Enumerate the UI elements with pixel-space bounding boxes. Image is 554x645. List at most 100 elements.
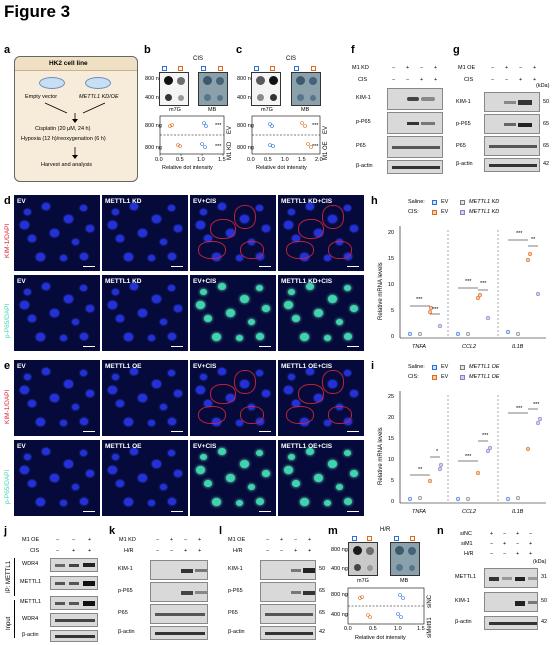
nucleus-mark [64, 380, 73, 388]
scale-bar [259, 430, 271, 432]
nucleus-mark [80, 498, 88, 505]
nucleus-mark [160, 239, 167, 245]
nucleus-mark [248, 404, 255, 410]
micrograph-label: EV [17, 278, 26, 285]
band-label: P65 [228, 610, 238, 616]
micrograph-cell: EV [14, 360, 100, 436]
nucleus-mark [314, 309, 323, 317]
nucleus-mark [72, 404, 79, 410]
sign: + [88, 537, 92, 543]
il1b-points [505, 416, 543, 502]
nucleus-mark [86, 305, 94, 312]
nucleus-mark [152, 380, 161, 388]
tnfa-points [407, 305, 443, 337]
nucleus-mark [138, 229, 147, 237]
sig: *** [465, 454, 472, 460]
nucleus-mark [108, 386, 117, 394]
mettl1-input-band [50, 596, 98, 610]
kim1-band [260, 560, 316, 580]
micrograph-label: METTL1 KD [105, 198, 142, 205]
panel-letter-g: g [453, 44, 460, 56]
kim1-stain-mark [240, 241, 264, 259]
micrograph-cell: METTL1 OE [102, 440, 188, 516]
sign: + [198, 548, 202, 554]
nucleus-mark [300, 498, 309, 506]
panel-f-row-m1kd: M1 KD [352, 65, 369, 71]
nucleus-mark [50, 309, 59, 317]
nucleus-mark [160, 404, 167, 410]
kim1-stain-mark [328, 241, 352, 259]
nucleus-mark [160, 319, 167, 325]
panel-h-legend-kd: METTL1 KD [469, 199, 500, 205]
panel-c-lower-amount: 800 ng [237, 123, 254, 129]
sign: − [490, 551, 494, 557]
micrograph-label: METTL1 KD [105, 278, 142, 285]
micrograph-cell: EV+CIS [190, 440, 276, 516]
nucleus-mark [200, 374, 207, 380]
scale-bar [347, 345, 359, 347]
nucleus-mark [168, 450, 175, 456]
micrograph-cell: EV+CIS [190, 360, 276, 436]
scale-bar [259, 265, 271, 267]
mb-dot-blot [291, 72, 321, 106]
panel-c-lower-amount-b: 800 ng [237, 145, 254, 151]
band-label: P65 [356, 143, 366, 149]
kim1-stain-mark [198, 406, 226, 424]
stain-m7g: m7G [169, 107, 181, 113]
nucleus-mark [350, 225, 358, 232]
micrograph-cell: EV [14, 195, 100, 271]
nucleus-mark [288, 454, 295, 460]
nucleus-mark [314, 474, 323, 482]
panel-d-row2-label: p-P65/DAPI [4, 303, 11, 338]
ytick: 20 [388, 230, 395, 236]
kim1-stain-mark [328, 406, 352, 424]
legend-square-cis-ev-icon [432, 210, 437, 215]
band-label: KIM-1 [455, 598, 470, 604]
ytick: 15 [388, 256, 395, 262]
nucleus-mark [200, 454, 207, 460]
panel-b-xlabel: Relative dot intensity [162, 165, 213, 171]
nucleus-mark [112, 374, 119, 380]
panel-a-step1: Cisplatin (20 μM, 24 h) [35, 126, 91, 132]
wdr4-band [50, 558, 98, 572]
legend-square-cis-oe-icon [460, 375, 465, 380]
band-label: β-actin [22, 632, 39, 638]
legend-square-simettl1-icon [410, 536, 415, 541]
kim1-band [387, 88, 443, 110]
dot-amount-400: 400 ng [145, 95, 162, 101]
legend-square-saline-ev-icon [432, 200, 437, 205]
kim1-stain-mark [234, 370, 256, 394]
dot-amount-800: 800 ng [145, 76, 162, 82]
sign: − [392, 65, 396, 71]
sign: + [406, 65, 410, 71]
nucleus-mark [148, 255, 155, 261]
panel-h-legend-kd: METTL1 KD [469, 209, 500, 215]
panel-a-right-group: METTL1 KD/OE [79, 94, 119, 100]
legend-square-oe-icon [270, 66, 275, 71]
p65-band [260, 604, 316, 624]
gene-label: CCL2 [462, 509, 477, 515]
gene-label: IL1B [512, 509, 524, 515]
micrograph-label: EV [17, 198, 26, 205]
kim1-stain-mark [286, 241, 314, 259]
panel-i-scatter [399, 391, 546, 504]
p65-band [387, 136, 443, 158]
scale-bar [347, 430, 359, 432]
legend-square-sinc-icon [352, 536, 357, 541]
sig: ** [418, 467, 423, 473]
panel-letter-e: e [4, 360, 11, 372]
panel-letter-c: c [236, 44, 243, 56]
sign: − [56, 537, 60, 543]
gene-label: TNFA [412, 509, 426, 515]
panel-e-row1-label: KIM-1/DAPI [4, 389, 11, 424]
sign: + [294, 548, 298, 554]
panel-c-tick-2: 1.0 [281, 157, 289, 163]
tnfa-points [407, 462, 444, 502]
nucleus-mark [306, 283, 314, 290]
sign: + [420, 77, 424, 83]
panel-k-row-m1kd: M1 KD [119, 537, 136, 543]
nucleus-mark [108, 301, 117, 309]
panel-c-sig-1: *** [312, 123, 319, 129]
panel-i-legend-oe: METTL1 OE [469, 364, 500, 370]
sig: *** [432, 307, 439, 313]
